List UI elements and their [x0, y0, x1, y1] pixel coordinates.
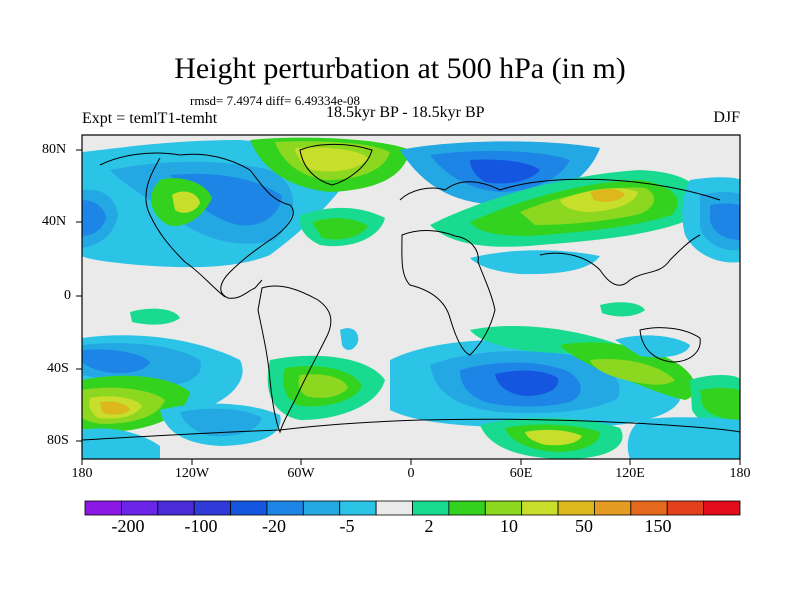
colorbar-swatch: [157, 500, 195, 516]
colorbar-swatch: [666, 500, 705, 516]
colorbar: [84, 500, 741, 516]
lat-label-40s: 40S: [47, 361, 69, 376]
colorbar-label: 10: [500, 516, 518, 536]
colorbar-swatch: [594, 500, 632, 516]
page-title: Height perturbation at 500 hPa (in m): [174, 52, 626, 85]
lat-label-80n: 80N: [42, 142, 67, 157]
colorbar-swatch: [375, 500, 413, 516]
colorbar-label: -20: [262, 516, 286, 536]
colorbar-label: -200: [111, 516, 145, 536]
colorbar-label: -5: [339, 516, 355, 536]
colorbar-swatch: [302, 500, 341, 516]
colorbar-swatch: [630, 500, 668, 516]
lon-label-180w: 180: [71, 466, 93, 481]
lat-label-0: 0: [64, 288, 71, 303]
colorbar-label: -100: [184, 516, 218, 536]
lon-label-120w: 120W: [174, 466, 210, 481]
colorbar-swatch: [120, 500, 159, 516]
lon-label-120e: 120E: [615, 466, 645, 481]
colorbar-swatch: [230, 500, 268, 516]
colorbar-swatch: [484, 500, 523, 516]
colorbar-swatch: [557, 500, 595, 516]
colorbar-swatch: [266, 500, 304, 516]
axis-ticks: [76, 149, 741, 465]
colorbar-swatch: [84, 500, 122, 516]
lat-label-80s: 80S: [47, 433, 69, 448]
experiment-label: Expt = temlT1-temht: [82, 110, 218, 127]
colorbar-swatch: [521, 500, 559, 516]
lon-label-60w: 60W: [287, 466, 315, 481]
lon-label-60e: 60E: [509, 466, 533, 481]
colorbar-swatch: [448, 500, 486, 516]
colorbar-swatch: [412, 500, 450, 516]
season-label: DJF: [713, 109, 740, 126]
lat-label-40n: 40N: [42, 214, 67, 229]
period-label: 18.5kyr BP - 18.5kyr BP: [326, 104, 485, 121]
colorbar-label: 150: [644, 516, 672, 536]
lon-label-0: 0: [407, 466, 415, 481]
colorbar-swatch: [339, 500, 377, 516]
colorbar-label: 50: [575, 516, 593, 536]
stats-text: rmsd= 7.4974 diff= 6.49334e-08: [190, 93, 361, 108]
colorbar-swatch: [703, 500, 741, 516]
colorbar-swatch: [193, 500, 231, 516]
coastlines: [82, 143, 740, 441]
colorbar-label: 2: [424, 516, 434, 536]
lon-label-180e: 180: [729, 466, 751, 481]
contour-field: [82, 135, 740, 459]
